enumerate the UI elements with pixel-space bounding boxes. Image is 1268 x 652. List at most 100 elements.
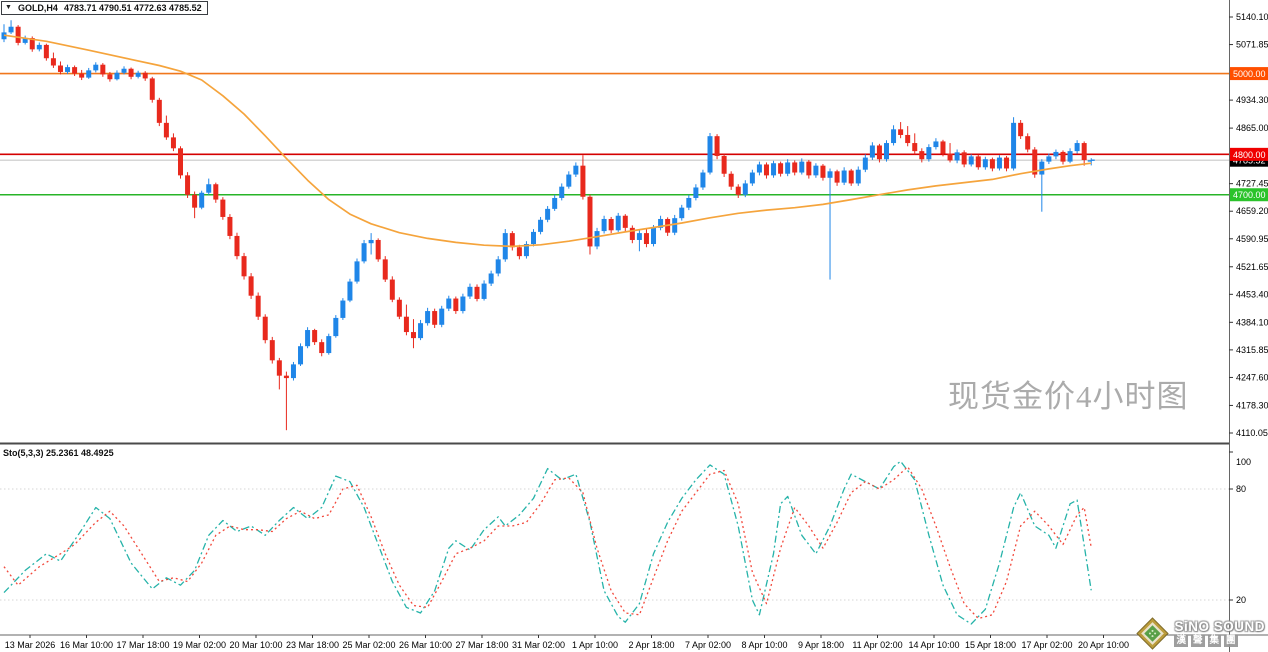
price-badge-label: 4700.00 (1233, 190, 1266, 200)
candle-body (947, 153, 953, 161)
candle-body (827, 171, 833, 178)
dropdown-arrow-icon[interactable]: ▼ (5, 4, 12, 11)
symbol-info-box[interactable]: ▼ GOLD,H4 4783.71 4790.51 4772.63 4785.5… (1, 1, 208, 15)
candle-body (566, 174, 572, 187)
candle-body (114, 72, 120, 80)
candle-body (778, 163, 784, 174)
candle-body (968, 156, 974, 165)
candle-body (241, 256, 247, 277)
candle-body (926, 147, 932, 160)
candle-body (333, 317, 339, 337)
candle-body (601, 218, 607, 232)
candle-body (453, 298, 459, 312)
candle-body (538, 219, 544, 232)
candle-body (756, 164, 762, 173)
candle-body (396, 299, 402, 317)
logo-diamond-icon (1136, 617, 1170, 650)
time-tick-label: 19 Mar 02:00 (173, 640, 226, 650)
candle-body (707, 136, 713, 173)
time-tick-label: 20 Mar 10:00 (229, 640, 282, 650)
time-tick-label: 1 Apr 10:00 (572, 640, 618, 650)
stoch-tick-label: 80 (1236, 484, 1246, 494)
price-badge-label: 4800.00 (1233, 150, 1266, 160)
candle-body (425, 311, 431, 324)
candle-body (234, 235, 240, 257)
symbol-name: GOLD,H4 (17, 3, 58, 13)
candle-body (1039, 161, 1045, 175)
candle-body (919, 151, 925, 160)
candle-body (898, 129, 904, 135)
candle-body (185, 175, 191, 195)
time-tick-label: 7 Apr 02:00 (685, 640, 731, 650)
candle-body (446, 298, 452, 309)
price-tick-label: 4590.95 (1236, 234, 1268, 244)
candle-body (813, 165, 819, 176)
candle-body (728, 173, 734, 187)
candle-body (79, 73, 85, 78)
logo-char: 集 (1207, 635, 1222, 648)
candle-body (820, 165, 826, 178)
stoch-axis[interactable]: 100 80 20 (1229, 451, 1251, 605)
price-tick-label: 5071.85 (1236, 40, 1268, 50)
candle-body (276, 360, 282, 376)
candle-body (135, 72, 141, 77)
candle-body (672, 218, 678, 233)
price-tick-label: 4247.60 (1236, 372, 1268, 382)
candle-body (615, 215, 621, 231)
candle-body (100, 64, 106, 75)
candle-body (192, 194, 198, 208)
candle-body (552, 197, 558, 209)
candle-body (869, 145, 875, 158)
candle-body (375, 239, 381, 260)
candle-body (905, 134, 911, 144)
candle-body (340, 300, 346, 318)
time-tick-label: 26 Mar 10:00 (399, 640, 452, 650)
candle-body (227, 216, 233, 236)
price-axis[interactable]: 5140.10 5071.85 4934.30 4865.00 4727.45 4659.… (1229, 12, 1268, 438)
candle-body (439, 308, 445, 325)
time-axis[interactable]: 13 Mar 2026 16 Mar 10:00 17 Mar 18:00 19 Ma… (5, 635, 1129, 650)
candle-body (305, 330, 311, 347)
sino-sound-logo: SiNO SOUND 漢 聲 集 團 (1136, 617, 1265, 650)
price-level-lines (0, 72, 1229, 196)
candle-body (982, 159, 988, 168)
panel-splitter[interactable] (0, 442, 1229, 445)
candle-body (93, 64, 99, 71)
stochastic-panel (0, 460, 1229, 625)
candle-body (255, 295, 261, 317)
candle-body (912, 143, 918, 152)
candle-body (679, 207, 685, 219)
candle-body (545, 208, 551, 220)
price-tick-label: 4934.30 (1236, 95, 1268, 105)
candle-body (36, 44, 42, 50)
candle-body (1025, 136, 1031, 150)
price-tick-label: 4865.00 (1236, 123, 1268, 133)
candle-body (86, 70, 92, 78)
candle-body (940, 141, 946, 154)
candle-body (989, 159, 995, 169)
candle-body (643, 233, 649, 245)
stoch-tick-label: 20 (1236, 595, 1246, 605)
candle-body (199, 192, 205, 208)
candle-body (354, 261, 360, 282)
candle-body (432, 311, 438, 325)
candle-body (531, 231, 536, 245)
candle-body (467, 286, 473, 297)
candle-body (799, 161, 805, 173)
candle-body (481, 283, 487, 299)
time-tick-label: 15 Apr 18:00 (965, 640, 1016, 650)
time-tick-label: 8 Apr 10:00 (741, 640, 787, 650)
candle-body (149, 78, 155, 100)
candle-body (961, 152, 967, 165)
time-tick-label: 31 Mar 02:00 (512, 640, 565, 650)
logo-char: 聲 (1191, 635, 1205, 648)
price-tick-label: 4659.20 (1236, 206, 1268, 216)
candle-body (587, 196, 593, 247)
stoch-tick-label: 100 (1236, 457, 1251, 467)
candle-body (163, 122, 169, 138)
candle-body (573, 165, 579, 175)
candle-body (996, 157, 1002, 169)
symbol-ohlc-values: 4783.71 4790.51 4772.63 4785.52 (63, 3, 202, 13)
